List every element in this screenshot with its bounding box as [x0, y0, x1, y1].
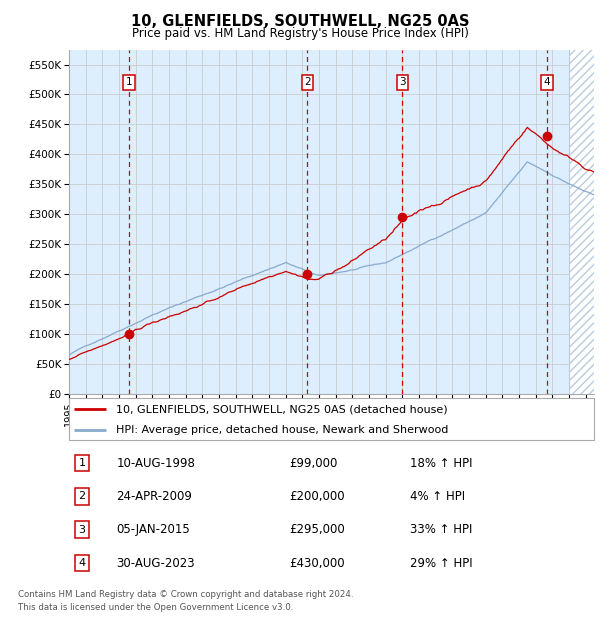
Text: 18% ↑ HPI: 18% ↑ HPI: [410, 456, 473, 469]
Text: 24-APR-2009: 24-APR-2009: [116, 490, 192, 503]
Text: 3: 3: [399, 78, 406, 87]
Text: 4: 4: [544, 78, 550, 87]
Text: £200,000: £200,000: [290, 490, 345, 503]
Text: 10, GLENFIELDS, SOUTHWELL, NG25 0AS: 10, GLENFIELDS, SOUTHWELL, NG25 0AS: [131, 14, 469, 29]
Text: HPI: Average price, detached house, Newark and Sherwood: HPI: Average price, detached house, Newa…: [116, 425, 449, 435]
Text: Price paid vs. HM Land Registry's House Price Index (HPI): Price paid vs. HM Land Registry's House …: [131, 27, 469, 40]
Text: 33% ↑ HPI: 33% ↑ HPI: [410, 523, 473, 536]
Text: £295,000: £295,000: [290, 523, 345, 536]
Text: Contains HM Land Registry data © Crown copyright and database right 2024.: Contains HM Land Registry data © Crown c…: [18, 590, 353, 600]
Text: This data is licensed under the Open Government Licence v3.0.: This data is licensed under the Open Gov…: [18, 603, 293, 612]
Text: 1: 1: [79, 458, 86, 468]
Text: 1: 1: [126, 78, 133, 87]
Text: 2: 2: [304, 78, 311, 87]
Text: 4: 4: [79, 558, 86, 568]
Text: £430,000: £430,000: [290, 557, 345, 570]
Text: £99,000: £99,000: [290, 456, 338, 469]
Text: 05-JAN-2015: 05-JAN-2015: [116, 523, 190, 536]
Text: 30-AUG-2023: 30-AUG-2023: [116, 557, 195, 570]
Text: 4% ↑ HPI: 4% ↑ HPI: [410, 490, 466, 503]
Text: 10-AUG-1998: 10-AUG-1998: [116, 456, 195, 469]
Text: 10, GLENFIELDS, SOUTHWELL, NG25 0AS (detached house): 10, GLENFIELDS, SOUTHWELL, NG25 0AS (det…: [116, 404, 448, 414]
Text: 3: 3: [79, 525, 86, 534]
Text: 29% ↑ HPI: 29% ↑ HPI: [410, 557, 473, 570]
Text: 2: 2: [79, 492, 86, 502]
